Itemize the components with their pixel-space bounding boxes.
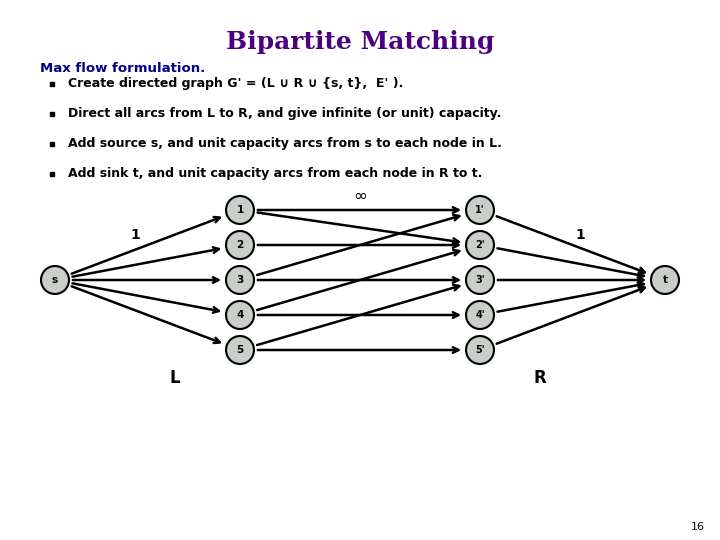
Text: 1: 1 <box>130 228 140 242</box>
Circle shape <box>41 266 69 294</box>
Text: 1': 1' <box>475 205 485 215</box>
Circle shape <box>466 196 494 224</box>
Text: 3': 3' <box>475 275 485 285</box>
Text: L: L <box>170 369 180 387</box>
Text: Add source s, and unit capacity arcs from s to each node in L.: Add source s, and unit capacity arcs fro… <box>68 138 502 151</box>
Text: Add sink t, and unit capacity arcs from each node in R to t.: Add sink t, and unit capacity arcs from … <box>68 167 482 180</box>
Circle shape <box>226 266 254 294</box>
Circle shape <box>226 231 254 259</box>
Text: Max flow formulation.: Max flow formulation. <box>40 62 205 75</box>
Circle shape <box>466 301 494 329</box>
Text: 4': 4' <box>475 310 485 320</box>
Text: 1: 1 <box>575 228 585 242</box>
Circle shape <box>226 301 254 329</box>
Text: 16: 16 <box>691 522 705 532</box>
Circle shape <box>466 336 494 364</box>
Text: 2': 2' <box>475 240 485 250</box>
Text: 3: 3 <box>236 275 243 285</box>
Text: 5': 5' <box>475 345 485 355</box>
Text: 1: 1 <box>236 205 243 215</box>
Circle shape <box>466 266 494 294</box>
Circle shape <box>226 336 254 364</box>
Text: 5: 5 <box>236 345 243 355</box>
Text: 2: 2 <box>236 240 243 250</box>
Circle shape <box>651 266 679 294</box>
Text: s: s <box>52 275 58 285</box>
Text: 4: 4 <box>236 310 243 320</box>
Text: Create directed graph G' = (L ∪ R ∪ {s, t},  E' ).: Create directed graph G' = (L ∪ R ∪ {s, … <box>68 78 403 91</box>
Text: Bipartite Matching: Bipartite Matching <box>226 30 494 54</box>
Text: Direct all arcs from L to R, and give infinite (or unit) capacity.: Direct all arcs from L to R, and give in… <box>68 107 501 120</box>
Circle shape <box>466 231 494 259</box>
Text: $\infty$: $\infty$ <box>353 186 367 204</box>
Text: R: R <box>534 369 546 387</box>
Text: t: t <box>662 275 667 285</box>
Circle shape <box>226 196 254 224</box>
